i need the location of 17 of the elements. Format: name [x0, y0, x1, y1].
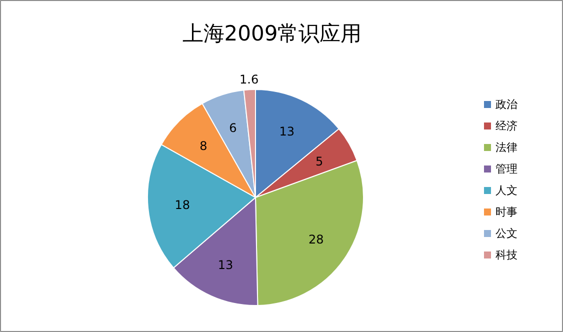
data-label: 18	[174, 198, 190, 212]
legend-label: 经济	[496, 120, 518, 132]
legend-label: 时事	[496, 206, 518, 218]
legend-label: 政治	[496, 98, 518, 111]
data-label: 1.6	[240, 72, 259, 86]
legend-label: 人文	[496, 184, 518, 197]
data-label: 28	[308, 232, 324, 246]
chart-title: 上海2009常识应用	[182, 22, 362, 46]
data-label: 13	[279, 124, 294, 139]
data-label: 8	[200, 139, 208, 154]
legend-label: 科技	[496, 248, 518, 262]
data-label: 13	[218, 258, 234, 272]
data-label: 6	[229, 121, 237, 136]
legend-label: 管理	[496, 162, 518, 176]
legend-label: 公文	[496, 227, 518, 240]
legend-label: 法律	[496, 141, 518, 154]
data-label: 5	[315, 154, 324, 169]
